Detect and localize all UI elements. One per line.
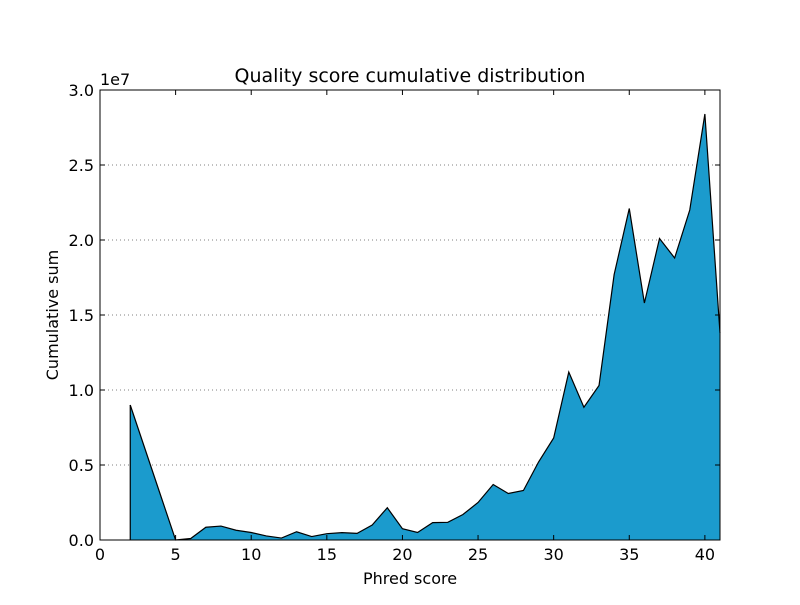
- x-tick-label: 20: [392, 545, 412, 564]
- y-tick-label: 3.0: [69, 81, 94, 100]
- y-tick-label: 0.5: [69, 456, 94, 475]
- y-offset-label: 1e7: [100, 70, 130, 89]
- x-tick-label: 10: [241, 545, 261, 564]
- series-line: [129, 113, 721, 541]
- y-tick-label: 1.5: [69, 306, 94, 325]
- y-tick-label: 1.0: [69, 381, 94, 400]
- y-tick-label: 2.5: [69, 156, 94, 175]
- y-axis-label: Cumulative sum: [43, 250, 62, 380]
- x-tick-label: 30: [543, 545, 563, 564]
- x-tick-label: 5: [171, 545, 181, 564]
- area-fill: [130, 114, 720, 540]
- chart-title: Quality score cumulative distribution: [235, 65, 586, 87]
- area-layer: [129, 113, 721, 541]
- x-tick-label: 35: [619, 545, 639, 564]
- y-tick-label: 0.0: [69, 531, 94, 550]
- x-tick-label: 15: [317, 545, 337, 564]
- x-axis-label: Phred score: [363, 569, 457, 588]
- x-tick-label: 25: [468, 545, 488, 564]
- x-tick-label: 0: [95, 545, 105, 564]
- tick-layer: 0 5 10 15 20 25 30 35 40 0.0 0.5 1.0 1.5 2.0 2.5 3.0: [69, 81, 720, 564]
- x-tick-label: 40: [695, 545, 715, 564]
- y-tick-label: 2.0: [69, 231, 94, 250]
